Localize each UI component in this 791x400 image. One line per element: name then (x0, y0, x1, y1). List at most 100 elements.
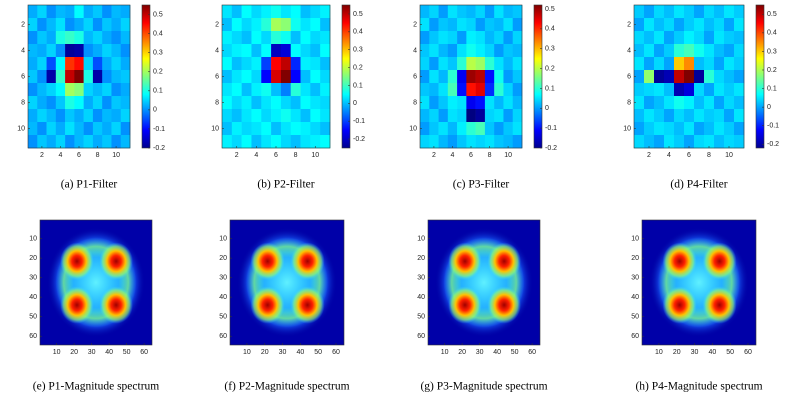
cell (503, 109, 514, 123)
cell (429, 31, 439, 45)
cell (484, 44, 495, 58)
colorbar-tick-label: 0.4 (353, 29, 363, 36)
cell (634, 70, 645, 84)
y-tick-label: 40 (219, 294, 227, 301)
cell (674, 57, 685, 71)
y-tick-label: 6 (215, 73, 219, 80)
cell (231, 135, 242, 149)
x-tick-label: 10 (655, 349, 663, 356)
cell (74, 96, 84, 110)
cell (271, 31, 282, 45)
cell (251, 57, 262, 71)
cell (320, 96, 331, 110)
cell (37, 96, 47, 110)
cell (644, 18, 655, 32)
y-tick-label: 60 (29, 333, 37, 340)
colorbar-tick-label: -0.1 (545, 125, 557, 132)
filter-panel: -0.2 -0.1 0 0.1 0.2 0.3 0.4 0.5 2 4 6 8 10 2 4 6 8 10 (b) … (211, 4, 365, 191)
cell (714, 31, 725, 45)
cell (429, 109, 439, 123)
cell (271, 57, 282, 71)
axes-frame (229, 219, 345, 346)
cell (55, 5, 66, 19)
cell (46, 109, 57, 123)
cell (231, 18, 242, 32)
cell (222, 70, 233, 84)
cell (447, 109, 458, 123)
cell (447, 5, 458, 19)
spectrum-peak (448, 242, 482, 280)
cell (484, 70, 495, 84)
cell (466, 31, 476, 45)
cell (320, 18, 331, 32)
colorbar-tick-label: -0.2 (353, 136, 365, 143)
cell (714, 109, 725, 123)
cell (724, 70, 735, 84)
cell (280, 135, 292, 149)
cell (734, 109, 745, 123)
cell (512, 5, 523, 19)
cell (420, 5, 430, 19)
y-tick-label: 10 (219, 235, 227, 242)
cell (634, 109, 645, 123)
y-tick-label: 50 (417, 314, 425, 321)
caption: (g) P3-Magnitude spectrum (420, 381, 547, 393)
cell (251, 83, 262, 97)
cell (494, 5, 504, 19)
cell (46, 135, 57, 149)
cell (654, 135, 665, 149)
cell (37, 83, 47, 97)
cell (37, 122, 47, 136)
axes-frame (427, 219, 541, 346)
cell (102, 44, 112, 58)
cell (65, 31, 75, 45)
cell (74, 109, 84, 123)
cell (466, 70, 476, 84)
cell (512, 83, 523, 97)
cell (694, 57, 705, 71)
x-tick-label: 8 (488, 152, 492, 159)
cell (634, 44, 645, 58)
y-tick-label: 50 (219, 314, 227, 321)
cell (484, 5, 495, 19)
cell (271, 18, 282, 32)
cell (310, 83, 321, 97)
cell (420, 109, 430, 123)
cell (724, 96, 735, 110)
cell (475, 83, 486, 97)
cell (251, 122, 262, 136)
cell (664, 31, 675, 45)
axes-frame (641, 219, 757, 346)
cell (261, 5, 272, 19)
cell (310, 44, 321, 58)
cell (457, 70, 467, 84)
cell (466, 5, 476, 19)
cell (484, 31, 495, 45)
cell (512, 31, 523, 45)
cell (704, 57, 715, 71)
cell (714, 122, 725, 136)
cell (310, 5, 321, 19)
cell (644, 44, 655, 58)
colorbar (534, 5, 542, 148)
colorbar-tick-label: 0.1 (767, 85, 777, 92)
cell (503, 83, 514, 97)
cell (300, 83, 311, 97)
cell (300, 122, 311, 136)
cell (714, 70, 725, 84)
cell (102, 57, 112, 71)
cell (674, 44, 685, 58)
cell (102, 109, 112, 123)
colorbar-tick-label: -0.1 (353, 118, 365, 125)
cell (55, 135, 66, 149)
cell (231, 5, 242, 19)
cell (438, 70, 449, 84)
x-tick-label: 2 (40, 152, 44, 159)
x-tick-label: 40 (296, 349, 304, 356)
cell (111, 122, 122, 136)
colorbar-tick-label: 0.5 (153, 11, 163, 18)
colorbar-frame (533, 4, 543, 149)
cell (37, 135, 47, 149)
cell (83, 109, 94, 123)
cell (290, 109, 301, 123)
